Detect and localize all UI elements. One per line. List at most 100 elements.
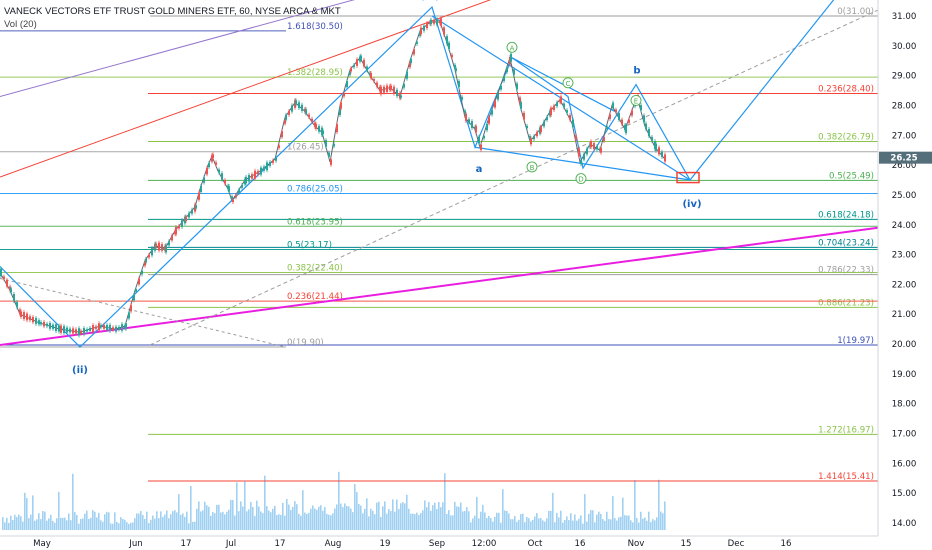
- volume-bar: [4, 522, 6, 530]
- volume-bar: [658, 479, 660, 530]
- candle-body: [158, 242, 160, 251]
- candle-body: [451, 54, 453, 58]
- candle-body: [486, 123, 488, 131]
- candle-body: [661, 151, 663, 158]
- volume-bar: [196, 508, 198, 530]
- volume-bar: [62, 517, 64, 530]
- candle-body: [569, 115, 571, 120]
- candle-body: [540, 126, 542, 133]
- volume-bar: [564, 519, 566, 530]
- volume-bar: [320, 505, 322, 530]
- volume-bar: [286, 498, 288, 530]
- volume-bar: [154, 518, 156, 530]
- wave-label: a: [476, 164, 483, 175]
- candle-body: [198, 192, 200, 200]
- volume-bar: [442, 502, 444, 530]
- time-axis[interactable]: May Jun 17 Jul 17 Aug 19 Sep 12:00 Oct 16 Nov 15 Dec 1…: [0, 535, 878, 549]
- price-tick-label: 29.00: [892, 72, 917, 82]
- price-tick-label: 28.00: [892, 101, 917, 111]
- volume-bar: [454, 501, 456, 530]
- candle-body: [322, 130, 324, 134]
- volume-bar: [418, 515, 420, 530]
- volume-bar: [40, 519, 42, 530]
- volume-bar: [194, 521, 196, 530]
- volume-bar: [36, 519, 38, 530]
- volume-bar: [124, 519, 126, 530]
- volume-bar: [128, 523, 130, 530]
- candle-body: [600, 147, 602, 153]
- volume-bar: [146, 511, 148, 530]
- fib-level-label: 0.236(28.40): [818, 85, 874, 95]
- volume-bar: [296, 504, 298, 530]
- volume-bar: [288, 504, 290, 530]
- candle-body: [92, 325, 94, 333]
- candle-body: [465, 113, 467, 121]
- candle-body: [336, 124, 338, 133]
- volume-bar: [490, 517, 492, 530]
- volume-bar: [126, 522, 128, 530]
- candle-body: [63, 326, 65, 334]
- volume-bar: [638, 522, 640, 530]
- volume-bar: [274, 505, 276, 530]
- candle-body: [20, 311, 22, 317]
- volume-bar: [512, 519, 514, 530]
- volume-bar: [618, 517, 620, 530]
- volume-bar: [460, 502, 462, 530]
- candle-body: [625, 125, 627, 134]
- price-tick-label: 21.00: [892, 310, 917, 320]
- volume-bar: [506, 510, 508, 530]
- volume-bar: [282, 502, 284, 530]
- candle-body: [448, 42, 450, 49]
- volume-bar: [302, 490, 304, 530]
- candle-body: [106, 324, 108, 330]
- volume-bar: [558, 517, 560, 530]
- volume-bars: [2, 471, 666, 530]
- volume-bar: [242, 506, 244, 530]
- candle-body: [248, 175, 250, 182]
- volume-bar: [392, 499, 394, 530]
- candle-body: [35, 317, 37, 324]
- candle-body: [40, 322, 42, 325]
- volume-bar: [604, 520, 606, 530]
- candle-body: [410, 58, 412, 63]
- volume-bar: [44, 511, 46, 530]
- volume-bar: [34, 520, 36, 530]
- volume-bar: [434, 502, 436, 530]
- candle-body: [340, 102, 342, 109]
- candle-body: [420, 27, 422, 35]
- candle-body: [231, 196, 233, 200]
- volume-bar: [270, 512, 272, 530]
- candle-body: [195, 205, 197, 209]
- candle-body: [556, 102, 558, 107]
- volume-bar: [72, 473, 74, 530]
- volume-bar: [46, 520, 48, 530]
- volume-bar: [582, 523, 584, 530]
- left-fib-label: 0.236(21.44): [287, 292, 343, 302]
- candle-body: [350, 67, 352, 72]
- price-tick-label: 16.00: [892, 459, 917, 469]
- candle-body: [648, 129, 650, 137]
- price-tick-label: 30.00: [892, 42, 917, 52]
- volume-bar: [448, 510, 450, 530]
- candle-body: [491, 109, 493, 115]
- candle-body: [308, 114, 310, 118]
- candle-body: [168, 241, 170, 246]
- volume-bar: [518, 519, 520, 530]
- price-axis[interactable]: 14.00 15.00 16.00 17.00 18.00 19.00 20.00 21.00…: [877, 0, 932, 536]
- volume-bar: [542, 520, 544, 530]
- volume-bar: [548, 510, 550, 530]
- volume-bar: [416, 512, 418, 530]
- candle-body: [578, 148, 580, 157]
- volume-bar: [588, 513, 590, 530]
- volume-bar: [102, 521, 104, 530]
- volume-bar: [530, 521, 532, 530]
- candle-body: [211, 155, 213, 162]
- volume-bar: [300, 515, 302, 530]
- volume-bar: [276, 515, 278, 530]
- candle-body: [606, 126, 608, 130]
- volume-bar: [436, 509, 438, 530]
- elliott-wave-path: [0, 0, 835, 348]
- volume-bar: [30, 514, 32, 530]
- volume-bar: [116, 521, 118, 530]
